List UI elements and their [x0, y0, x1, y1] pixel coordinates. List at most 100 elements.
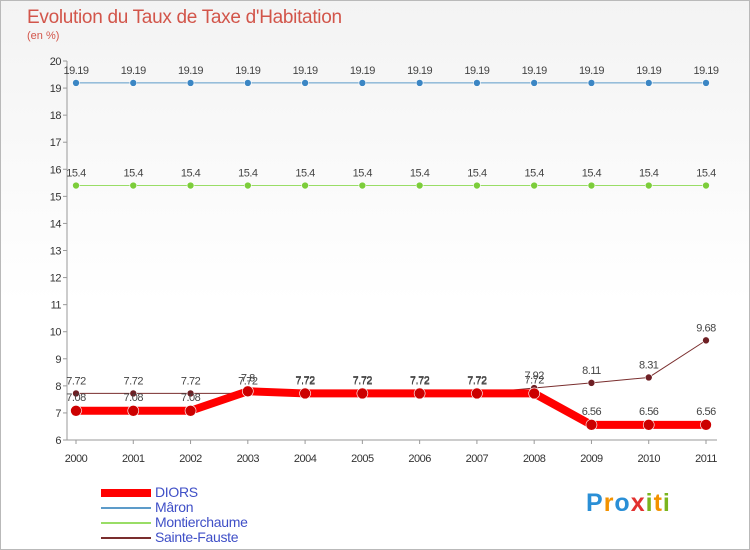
legend-swatch [101, 507, 151, 509]
y-tick-label: 7 [55, 408, 61, 420]
data-point [644, 79, 653, 87]
y-tick-label: 9 [55, 354, 61, 366]
data-label: 15.4 [696, 168, 716, 180]
y-tick-label: 19 [50, 83, 62, 95]
logo-letter: P [586, 489, 604, 517]
y-tick-label: 17 [50, 137, 62, 149]
data-point [184, 404, 197, 417]
x-tick-label: 2011 [695, 453, 717, 465]
data-label: 7.08 [181, 392, 201, 404]
series-1-group [72, 79, 710, 87]
data-label: 15.4 [238, 168, 258, 180]
y-axis-unit-label: (en %) [27, 30, 60, 42]
data-label: 6.56 [696, 406, 716, 418]
y-tick-label: 11 [51, 300, 62, 312]
x-tick-label: 2007 [466, 453, 489, 465]
legend-label: Sainte-Fauste [155, 529, 239, 545]
x-tick-label: 2005 [351, 453, 374, 465]
logo-letter: x [630, 489, 646, 517]
data-label: 7.72 [295, 374, 315, 386]
data-label: 7.72 [410, 374, 430, 386]
data-point [642, 419, 655, 431]
data-point [301, 181, 309, 190]
data-label: 19.19 [579, 65, 604, 77]
x-tick-label: 2006 [408, 453, 431, 465]
x-tick-label: 2008 [523, 453, 546, 465]
data-point [702, 181, 710, 190]
x-tick-label: 2002 [179, 453, 202, 465]
data-label: 6.56 [582, 406, 602, 418]
series-line [76, 339, 707, 394]
data-label: 6.56 [639, 406, 659, 418]
data-label: 19.19 [121, 65, 146, 77]
y-tick-label: 20 [50, 56, 62, 68]
data-point [415, 181, 424, 190]
y-tick-label: 6 [55, 435, 61, 447]
data-label: 7.08 [66, 392, 86, 404]
data-point [129, 181, 138, 190]
series-line [76, 387, 706, 429]
legend-label: DIORS [155, 484, 198, 500]
data-point [299, 387, 311, 400]
y-tick-label: 15 [50, 191, 62, 203]
data-label: 7.72 [467, 374, 487, 386]
y-tick-label: 18 [50, 110, 62, 122]
logo-letter: i [645, 489, 654, 517]
data-label: 19.19 [293, 65, 318, 77]
logo-letter: t [653, 489, 663, 517]
data-point [129, 79, 138, 87]
data-label: 19.19 [464, 65, 489, 77]
data-label: 7.72 [353, 374, 373, 386]
legend-swatch [101, 522, 151, 524]
data-label: 7.72 [181, 375, 201, 387]
y-tick-label: 12 [50, 273, 62, 285]
series-3-group [72, 336, 710, 398]
data-point [644, 181, 653, 190]
legend-swatch [101, 537, 151, 539]
data-point [358, 181, 367, 190]
x-tick-label: 2000 [65, 453, 88, 465]
data-point [415, 79, 424, 87]
data-label: 7.72 [238, 375, 258, 387]
data-label: 19.19 [178, 65, 203, 77]
series-0-group [70, 385, 712, 431]
data-label: 19.19 [636, 65, 661, 77]
data-point [644, 373, 653, 382]
data-point [244, 79, 252, 87]
data-point [700, 419, 712, 431]
data-point [587, 379, 596, 387]
data-label: 19.19 [522, 65, 547, 77]
data-point [471, 387, 483, 400]
data-point [587, 181, 596, 190]
data-point [585, 419, 598, 431]
data-label: 19.19 [350, 65, 375, 77]
y-tick-label: 16 [50, 164, 62, 176]
data-point [358, 79, 367, 87]
series-2-group [72, 181, 710, 190]
data-point [530, 181, 538, 190]
x-tick-label: 2001 [122, 453, 145, 465]
data-label: 7.72 [66, 375, 86, 387]
data-point [301, 79, 309, 87]
data-point [72, 79, 80, 87]
logo-letter: o [614, 489, 631, 517]
y-tick-label: 13 [50, 246, 62, 258]
data-point [244, 181, 252, 190]
data-point [356, 387, 369, 400]
data-label: 15.4 [124, 168, 144, 180]
data-label: 7.08 [124, 392, 144, 404]
y-tick-label: 8 [55, 381, 61, 393]
data-label: 15.4 [639, 168, 659, 180]
series-lines [70, 79, 712, 431]
data-label: 7.72 [124, 375, 144, 387]
data-point [473, 79, 481, 87]
data-label: 7.72 [410, 375, 430, 387]
data-point [528, 387, 540, 400]
data-label: 15.4 [353, 168, 373, 180]
data-point [186, 181, 195, 190]
data-point [702, 79, 710, 87]
data-label: 8.31 [639, 359, 659, 371]
data-label: 15.4 [181, 168, 201, 180]
data-point [72, 181, 80, 190]
